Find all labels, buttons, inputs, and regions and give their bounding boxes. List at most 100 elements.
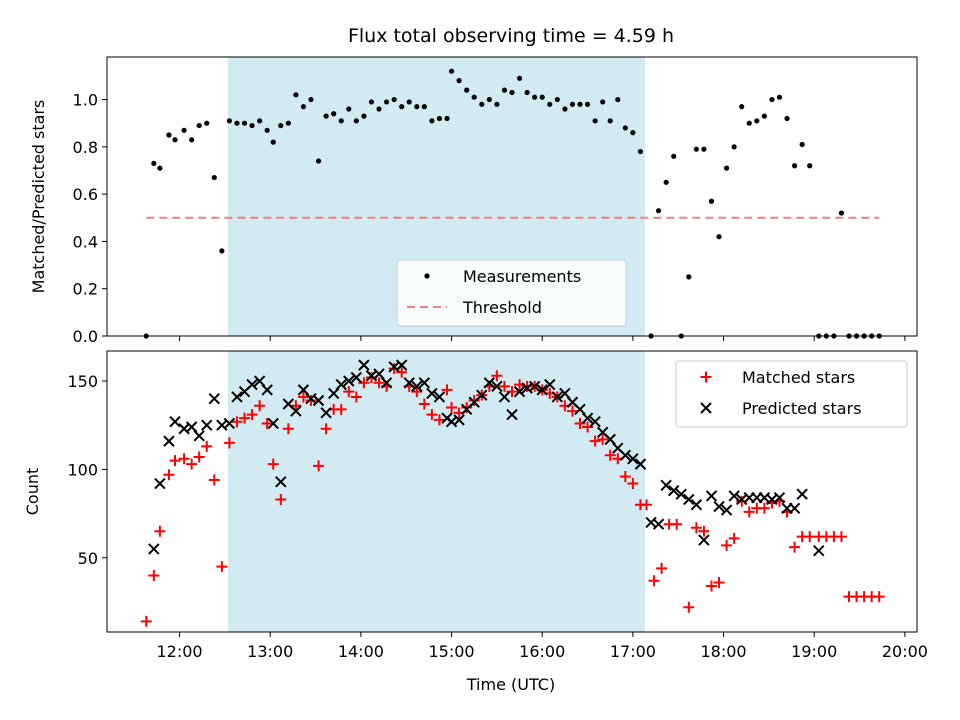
data-point	[562, 106, 568, 112]
data-point	[426, 387, 438, 400]
data-point	[761, 113, 767, 119]
data-point	[873, 591, 885, 603]
data-point	[690, 522, 702, 534]
data-point	[683, 493, 695, 506]
legend-marker	[700, 371, 712, 383]
data-point	[148, 543, 160, 555]
data-point	[204, 120, 210, 126]
data-point	[219, 248, 225, 254]
data-point	[189, 137, 195, 143]
data-point	[589, 415, 601, 428]
data-point	[807, 163, 813, 169]
data-point	[282, 423, 294, 435]
data-point	[275, 493, 287, 505]
data-point	[172, 137, 178, 143]
data-point	[494, 101, 500, 107]
data-point	[648, 575, 660, 587]
data-point	[426, 409, 438, 421]
data-point	[308, 96, 314, 103]
data-point	[335, 403, 347, 415]
data-point	[350, 391, 362, 403]
x-tick-label: 13:00	[247, 642, 293, 661]
data-point	[671, 153, 677, 159]
data-point	[290, 400, 302, 412]
data-point	[721, 539, 733, 551]
data-point	[226, 118, 233, 124]
data-point	[791, 163, 798, 169]
data-point	[403, 377, 415, 389]
data-point	[655, 208, 662, 214]
data-point	[315, 158, 322, 164]
data-point	[577, 101, 583, 107]
data-point	[270, 139, 276, 145]
data-point	[399, 104, 405, 110]
legend-marker	[700, 402, 712, 414]
data-point	[320, 423, 332, 435]
data-point	[551, 391, 564, 403]
data-point	[275, 476, 287, 488]
data-point	[539, 94, 545, 100]
data-point	[528, 380, 541, 393]
data-point	[784, 115, 790, 122]
axes-frame	[106, 56, 918, 337]
data-point	[312, 394, 325, 407]
data-point	[411, 380, 423, 393]
y-tick-label: 0.0	[73, 327, 98, 346]
data-point	[705, 580, 717, 592]
data-point	[361, 113, 367, 119]
data-point	[838, 210, 845, 216]
y-tick-label: 0.8	[73, 138, 98, 157]
data-point	[634, 458, 647, 470]
data-point	[208, 393, 221, 405]
legend-label: Matched stars	[742, 368, 855, 387]
data-point	[498, 380, 510, 392]
data-point	[353, 118, 359, 124]
data-point	[208, 474, 220, 486]
data-point	[743, 506, 755, 518]
data-point	[140, 615, 152, 627]
data-point	[193, 430, 205, 442]
data-point	[223, 417, 236, 430]
data-point	[509, 89, 515, 96]
series-predicted-stars	[148, 359, 825, 557]
x-tick-label: 20:00	[882, 642, 928, 661]
data-point	[619, 449, 632, 461]
data-point	[652, 518, 665, 530]
data-point	[607, 118, 613, 124]
data-point	[739, 104, 745, 110]
data-point	[211, 174, 217, 181]
data-point	[656, 562, 668, 574]
data-point	[358, 359, 370, 371]
data-point	[368, 99, 375, 105]
data-point	[453, 414, 465, 426]
data-point	[754, 118, 760, 124]
data-point	[436, 115, 443, 122]
x-tick-label: 12:00	[156, 642, 202, 661]
data-point	[201, 419, 213, 431]
top-panel: 0.0 0.2 0.4 0.6 0.8 1.0 Matched/Predicted star…	[29, 56, 918, 346]
series-matched-stars	[140, 363, 885, 627]
data-point	[433, 391, 446, 403]
data-point	[547, 101, 553, 107]
data-point	[186, 458, 198, 470]
data-point	[331, 111, 337, 117]
data-point	[148, 569, 160, 581]
data-point	[231, 391, 243, 403]
bottom-panel: 50 100 150 12:00 13:00 14:00 15:00 16:00 17:00 18…	[23, 350, 928, 661]
data-point	[216, 561, 228, 573]
x-tick-label: 16:00	[519, 642, 565, 661]
legend-box	[396, 259, 627, 327]
data-point	[350, 371, 363, 384]
x-tick-label: 19:00	[791, 642, 837, 661]
data-point	[486, 96, 492, 103]
data-point	[290, 405, 302, 417]
data-point	[615, 96, 621, 103]
data-point	[491, 380, 503, 393]
data-point	[592, 118, 598, 124]
data-point	[231, 416, 243, 428]
data-point	[293, 92, 299, 98]
data-point	[418, 398, 430, 410]
data-point	[789, 541, 801, 553]
data-point	[343, 375, 355, 387]
